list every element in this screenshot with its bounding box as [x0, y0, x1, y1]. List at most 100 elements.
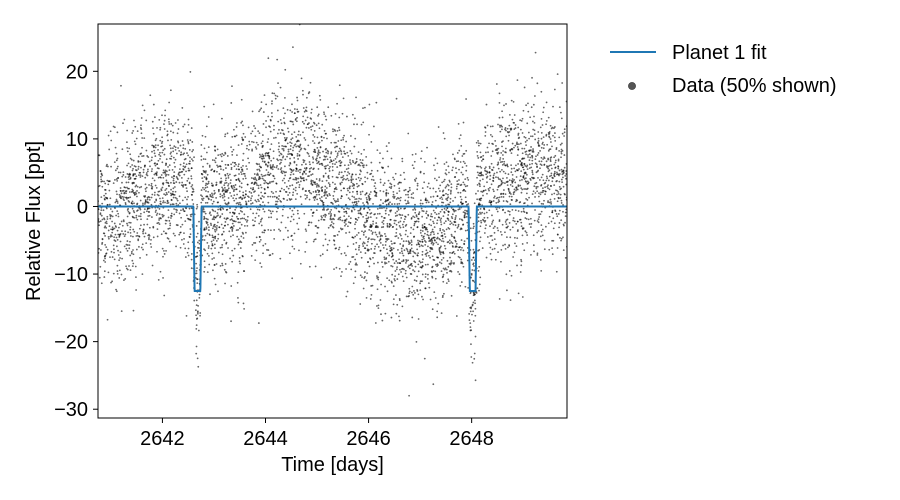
data-point — [269, 165, 272, 168]
data-point — [234, 184, 237, 186]
data-point — [150, 196, 153, 199]
data-point — [536, 252, 539, 255]
data-point — [462, 265, 465, 268]
data-point — [124, 186, 127, 189]
data-point — [215, 183, 218, 186]
data-point — [213, 224, 216, 227]
data-point — [103, 276, 106, 278]
data-point — [164, 201, 166, 204]
data-point — [151, 144, 154, 147]
data-point — [244, 200, 247, 203]
data-point — [258, 177, 261, 180]
data-point — [457, 270, 459, 273]
data-point — [229, 182, 232, 184]
data-point — [181, 223, 184, 226]
data-point — [290, 133, 293, 136]
data-point — [211, 192, 213, 195]
data-point — [373, 213, 376, 216]
data-point — [412, 197, 415, 200]
data-point — [483, 212, 486, 215]
data-point — [163, 153, 166, 156]
data-point — [357, 184, 360, 187]
data-point — [233, 247, 236, 250]
data-point — [158, 190, 161, 193]
data-point — [192, 159, 194, 162]
data-point — [155, 174, 158, 177]
data-point — [465, 98, 467, 100]
data-point — [349, 135, 352, 137]
data-point — [232, 128, 235, 131]
data-point — [533, 115, 535, 118]
data-point — [516, 146, 519, 148]
data-point — [206, 162, 209, 165]
data-point — [550, 164, 553, 166]
data-point — [133, 177, 136, 180]
data-point — [335, 141, 337, 144]
data-point — [249, 208, 252, 211]
data-point — [455, 315, 458, 317]
data-point — [162, 169, 165, 172]
data-point — [464, 285, 467, 288]
data-point — [354, 276, 357, 279]
data-point — [216, 221, 219, 224]
data-point — [235, 202, 238, 205]
data-point — [439, 190, 441, 192]
data-point — [285, 191, 288, 193]
data-point — [444, 235, 447, 238]
data-point — [331, 162, 334, 165]
data-point — [146, 223, 149, 226]
data-point — [186, 179, 189, 182]
data-point — [216, 166, 219, 168]
data-point — [352, 243, 355, 245]
data-point — [115, 159, 118, 162]
data-point — [266, 249, 268, 251]
data-point — [139, 257, 141, 259]
data-point — [535, 186, 538, 188]
data-point — [289, 109, 292, 112]
data-point — [370, 178, 373, 181]
data-point — [376, 243, 378, 246]
data-point — [545, 133, 548, 136]
data-point — [298, 183, 301, 186]
data-point — [504, 172, 507, 175]
data-point — [309, 81, 312, 84]
data-point — [496, 210, 499, 213]
data-point — [282, 149, 285, 152]
data-point — [472, 310, 474, 313]
data-point — [336, 152, 339, 155]
data-point — [173, 208, 176, 210]
data-point — [223, 195, 226, 198]
data-point — [304, 228, 307, 231]
data-point — [227, 197, 230, 199]
data-point — [348, 207, 350, 210]
data-point — [402, 240, 405, 243]
data-point — [537, 139, 540, 142]
data-point — [243, 213, 246, 216]
data-point — [112, 182, 115, 185]
data-point — [231, 150, 234, 153]
data-point — [488, 171, 491, 173]
data-point — [461, 261, 464, 264]
data-point — [385, 192, 387, 195]
data-point — [479, 142, 482, 145]
data-point — [527, 218, 530, 221]
data-point — [299, 180, 302, 183]
data-point — [447, 165, 450, 168]
data-point — [302, 115, 305, 118]
data-point — [260, 107, 263, 110]
data-point — [490, 203, 493, 206]
data-point — [251, 188, 254, 191]
data-point — [458, 246, 460, 249]
data-point — [373, 262, 375, 265]
data-point — [260, 186, 263, 189]
data-point — [496, 171, 498, 174]
data-point — [220, 168, 222, 171]
data-point — [429, 215, 432, 218]
data-point — [557, 192, 560, 195]
data-point — [561, 149, 564, 152]
data-point — [310, 128, 313, 131]
data-point — [408, 292, 411, 295]
data-point — [314, 265, 317, 268]
data-point — [416, 182, 419, 185]
data-point — [518, 136, 521, 139]
